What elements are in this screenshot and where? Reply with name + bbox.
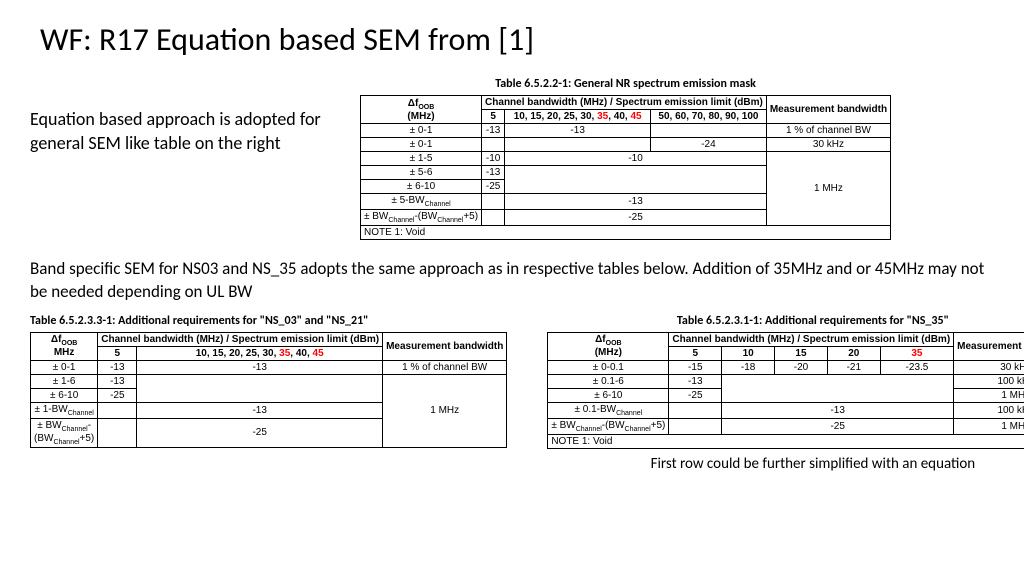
table-3: ΔfOOB(MHz) Channel bandwidth (MHz) / Spe… — [547, 332, 1024, 449]
page-title: WF: R17 Equation based SEM from [1] — [40, 20, 994, 59]
table-row: ± 0.1-6 -13 100 kHz — [548, 374, 1024, 388]
t2-hdr-meas: Measurement bandwidth — [383, 332, 507, 360]
table-1: ΔfOOB(MHz) Channel bandwidth (MHz) / Spe… — [360, 95, 891, 240]
t3-hdr-foob: ΔfOOB(MHz) — [548, 332, 669, 360]
t1-hdr-foob: ΔfOOB(MHz) — [361, 96, 482, 124]
table-row: ± 1-5 -10 -10 1 MHz — [361, 152, 891, 166]
intro-paragraph: Equation based approach is adopted for g… — [30, 77, 330, 240]
table-2-block: Table 6.5.2.3.3-1: Additional requiremen… — [30, 314, 507, 448]
t2-col-mid: 10, 15, 20, 25, 30, 35, 40, 45 — [137, 346, 383, 360]
table-row: ± 0-0.1 -15 -18 -20 -21 -23.5 30 kHz — [548, 360, 1024, 374]
table-1-block: Table 6.5.2.2-1: General NR spectrum emi… — [360, 77, 891, 240]
footnote: First row could be further simplified wi… — [547, 455, 1024, 473]
t3-hdr-cb: Channel bandwidth (MHz) / Spectrum emiss… — [669, 332, 954, 346]
t3-hdr-meas: Measurement bandwidth — [954, 332, 1024, 360]
top-section: Equation based approach is adopted for g… — [30, 77, 994, 240]
t1-col-high: 50, 60, 70, 80, 90, 100 — [651, 110, 767, 124]
table-3-caption: Table 6.5.2.3.1-1: Additional requiremen… — [547, 314, 1024, 328]
table-row: ± 1-6 -13 1 MHz — [31, 374, 507, 388]
t1-hdr-cb: Channel bandwidth (MHz) / Spectrum emiss… — [482, 96, 767, 110]
t2-hdr-foob: ΔfOOBMHz — [31, 332, 98, 360]
table-row: ± 0-1 -24 30 kHz — [361, 138, 891, 152]
table-row: ± 0.1-BWChannel -13 100 kHz — [548, 402, 1024, 418]
t1-col-5: 5 — [482, 110, 505, 124]
t2-col-5: 5 — [98, 346, 137, 360]
table-2-caption: Table 6.5.2.3.3-1: Additional requiremen… — [30, 314, 507, 328]
table-row: ± 0-1 -13 -13 1 % of channel BW — [31, 360, 507, 374]
t1-col-mid: 10, 15, 20, 25, 30, 35, 40, 45 — [505, 110, 651, 124]
table-2: ΔfOOBMHz Channel bandwidth (MHz) / Spect… — [30, 332, 507, 448]
bottom-section: Table 6.5.2.3.3-1: Additional requiremen… — [30, 314, 994, 473]
table-row: NOTE 1: Void — [361, 226, 891, 240]
table-1-caption: Table 6.5.2.2-1: General NR spectrum emi… — [360, 77, 891, 91]
table-row: NOTE 1: Void — [548, 434, 1024, 448]
table-row: ± 0-1 -13 -13 1 % of channel BW — [361, 124, 891, 138]
table-row: ± BWChannel-(BWChannel+5) -25 1 MHz — [548, 418, 1024, 434]
t2-hdr-cb: Channel bandwidth (MHz) / Spectrum emiss… — [98, 332, 383, 346]
mid-paragraph: Band specific SEM for NS03 and NS_35 ado… — [30, 258, 994, 304]
table-3-block: Table 6.5.2.3.1-1: Additional requiremen… — [547, 314, 1024, 473]
t1-hdr-meas: Measurement bandwidth — [766, 96, 890, 124]
